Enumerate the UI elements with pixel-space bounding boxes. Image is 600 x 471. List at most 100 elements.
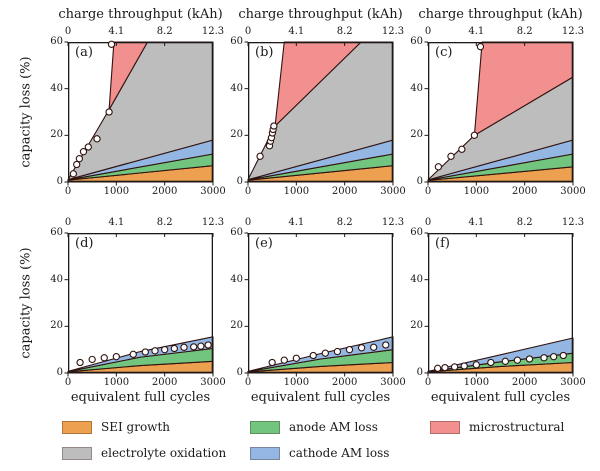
panel-e: (e) 0 20 40 60 0 1000 2000 3000 0 4.1 8.2 12.3 equiva… (230, 217, 405, 405)
panel-label-c: (c) (435, 45, 453, 60)
data-point (540, 354, 548, 362)
legend-item-sei: SEI growth (62, 420, 226, 434)
data-point (550, 353, 558, 361)
top-tick-label: 0 (244, 217, 252, 228)
top-tick-label: 4.1 (468, 26, 485, 37)
data-point (270, 122, 278, 130)
top-tick-label: 12.3 (381, 217, 405, 228)
y-tick-label: 0 (56, 366, 63, 378)
data-point (501, 357, 509, 365)
y-tick-label: 0 (416, 175, 423, 187)
x-tick-label: 2000 (151, 377, 178, 388)
x-tick-label: 2000 (331, 186, 358, 197)
data-point (100, 354, 108, 362)
legend-label-micro: microstructural (469, 420, 565, 434)
data-point (112, 353, 120, 361)
top-tick-label: 8.2 (516, 217, 533, 228)
y-tick-label: 40 (50, 82, 63, 94)
data-point (458, 145, 466, 153)
legend-label-cathode: cathode AM loss (289, 446, 390, 460)
data-point (460, 362, 468, 370)
top-axis-title: charge throughput (kAh) (418, 7, 583, 22)
legend-column: anode AM loss cathode AM loss (250, 420, 389, 471)
panel-label-a: (a) (75, 45, 93, 60)
x-tick-label: 1000 (463, 377, 490, 388)
data-point (450, 363, 459, 371)
y-tick-label: 40 (230, 82, 243, 94)
legend-label-sei: SEI growth (101, 420, 170, 434)
legend-label-electrolyte: electrolyte oxidation (101, 446, 227, 460)
plot-frame (247, 232, 393, 373)
data-point (180, 343, 188, 351)
data-point (357, 344, 366, 352)
legend-swatch-cathode (250, 446, 280, 460)
legend-item-anode: anode AM loss (250, 420, 389, 434)
y-tick-label: 60 (50, 35, 63, 47)
top-axis-title: charge throughput (kAh) (238, 7, 403, 22)
top-tick-label: 4.1 (288, 26, 305, 37)
data-point (309, 351, 317, 360)
legend-swatch-anode (250, 420, 280, 434)
x-tick-label: 1000 (283, 377, 310, 388)
panel-e-plot (244, 232, 394, 377)
y-axis-title: capacity loss (%) (18, 247, 34, 359)
x-tick-label: 3000 (380, 377, 406, 388)
y-tick-label: 40 (50, 273, 63, 285)
x-tick-label: 3000 (380, 186, 406, 197)
legend-column: microstructural (430, 420, 564, 446)
x-tick-label: 3000 (200, 377, 226, 388)
top-tick-label: 8.2 (336, 26, 353, 37)
panel-d-plot (64, 232, 214, 377)
x-tick-label: 0 (424, 377, 432, 388)
y-tick-label: 40 (410, 82, 423, 94)
data-point (84, 143, 92, 151)
data-point (382, 341, 390, 349)
x-tick-label: 0 (244, 377, 252, 388)
data-point (559, 351, 567, 360)
data-point (370, 343, 378, 351)
panel-a-plot (64, 40, 214, 186)
x-tick-label: 1000 (463, 186, 490, 197)
data-point (105, 108, 113, 116)
y-tick-label: 20 (230, 320, 243, 332)
x-tick-label: 1000 (103, 377, 130, 388)
x-tick-label: 2000 (331, 377, 358, 388)
panel-b: (b) 0 20 40 60 0 1000 2000 3000 0 4.1 8.2 12.3 charge… (230, 7, 405, 197)
top-tick-label: 4.1 (108, 217, 125, 228)
legend-item-cathode: cathode AM loss (250, 446, 389, 460)
y-tick-label: 60 (50, 226, 63, 238)
x-tick-label: 0 (64, 186, 72, 197)
data-point (487, 358, 495, 367)
top-tick-label: 4.1 (468, 217, 485, 228)
top-tick-label: 8.2 (516, 26, 533, 37)
data-point (513, 356, 522, 364)
panel-a: (a) 0 20 40 60 0 1000 2000 3000 0 4.1 8.2 12.3 charge… (19, 7, 226, 197)
data-point (170, 344, 178, 353)
panel-c: (c) 0 20 40 60 0 1000 2000 3000 0 4.1 8.2 12.3 charge… (410, 7, 585, 197)
data-point (525, 355, 534, 363)
x-axis-title: equivalent full cycles (430, 390, 571, 405)
top-tick-label: 4.1 (108, 26, 125, 37)
data-point (345, 346, 354, 354)
x-tick-label: 0 (64, 377, 72, 388)
panel-label-d: (d) (75, 236, 94, 251)
data-point (141, 348, 149, 356)
data-point (476, 43, 485, 51)
data-point (441, 363, 449, 372)
legend-column: SEI growth electrolyte oxidation (62, 420, 226, 471)
data-point (268, 358, 276, 367)
y-tick-label: 60 (230, 35, 243, 47)
x-tick-label: 3000 (200, 186, 226, 197)
top-tick-label: 0 (64, 217, 72, 228)
y-tick-label: 20 (50, 320, 63, 332)
y-tick-label: 20 (230, 129, 243, 141)
legend-swatch-micro (430, 420, 460, 434)
data-point (79, 148, 88, 156)
top-axis-title: charge throughput (kAh) (58, 7, 223, 22)
top-tick-label: 0 (64, 26, 72, 37)
top-tick-label: 0 (424, 217, 432, 228)
data-point (204, 341, 212, 349)
data-point (434, 163, 443, 171)
x-tick-label: 0 (244, 186, 252, 197)
legend-item-electrolyte: electrolyte oxidation (62, 446, 226, 460)
